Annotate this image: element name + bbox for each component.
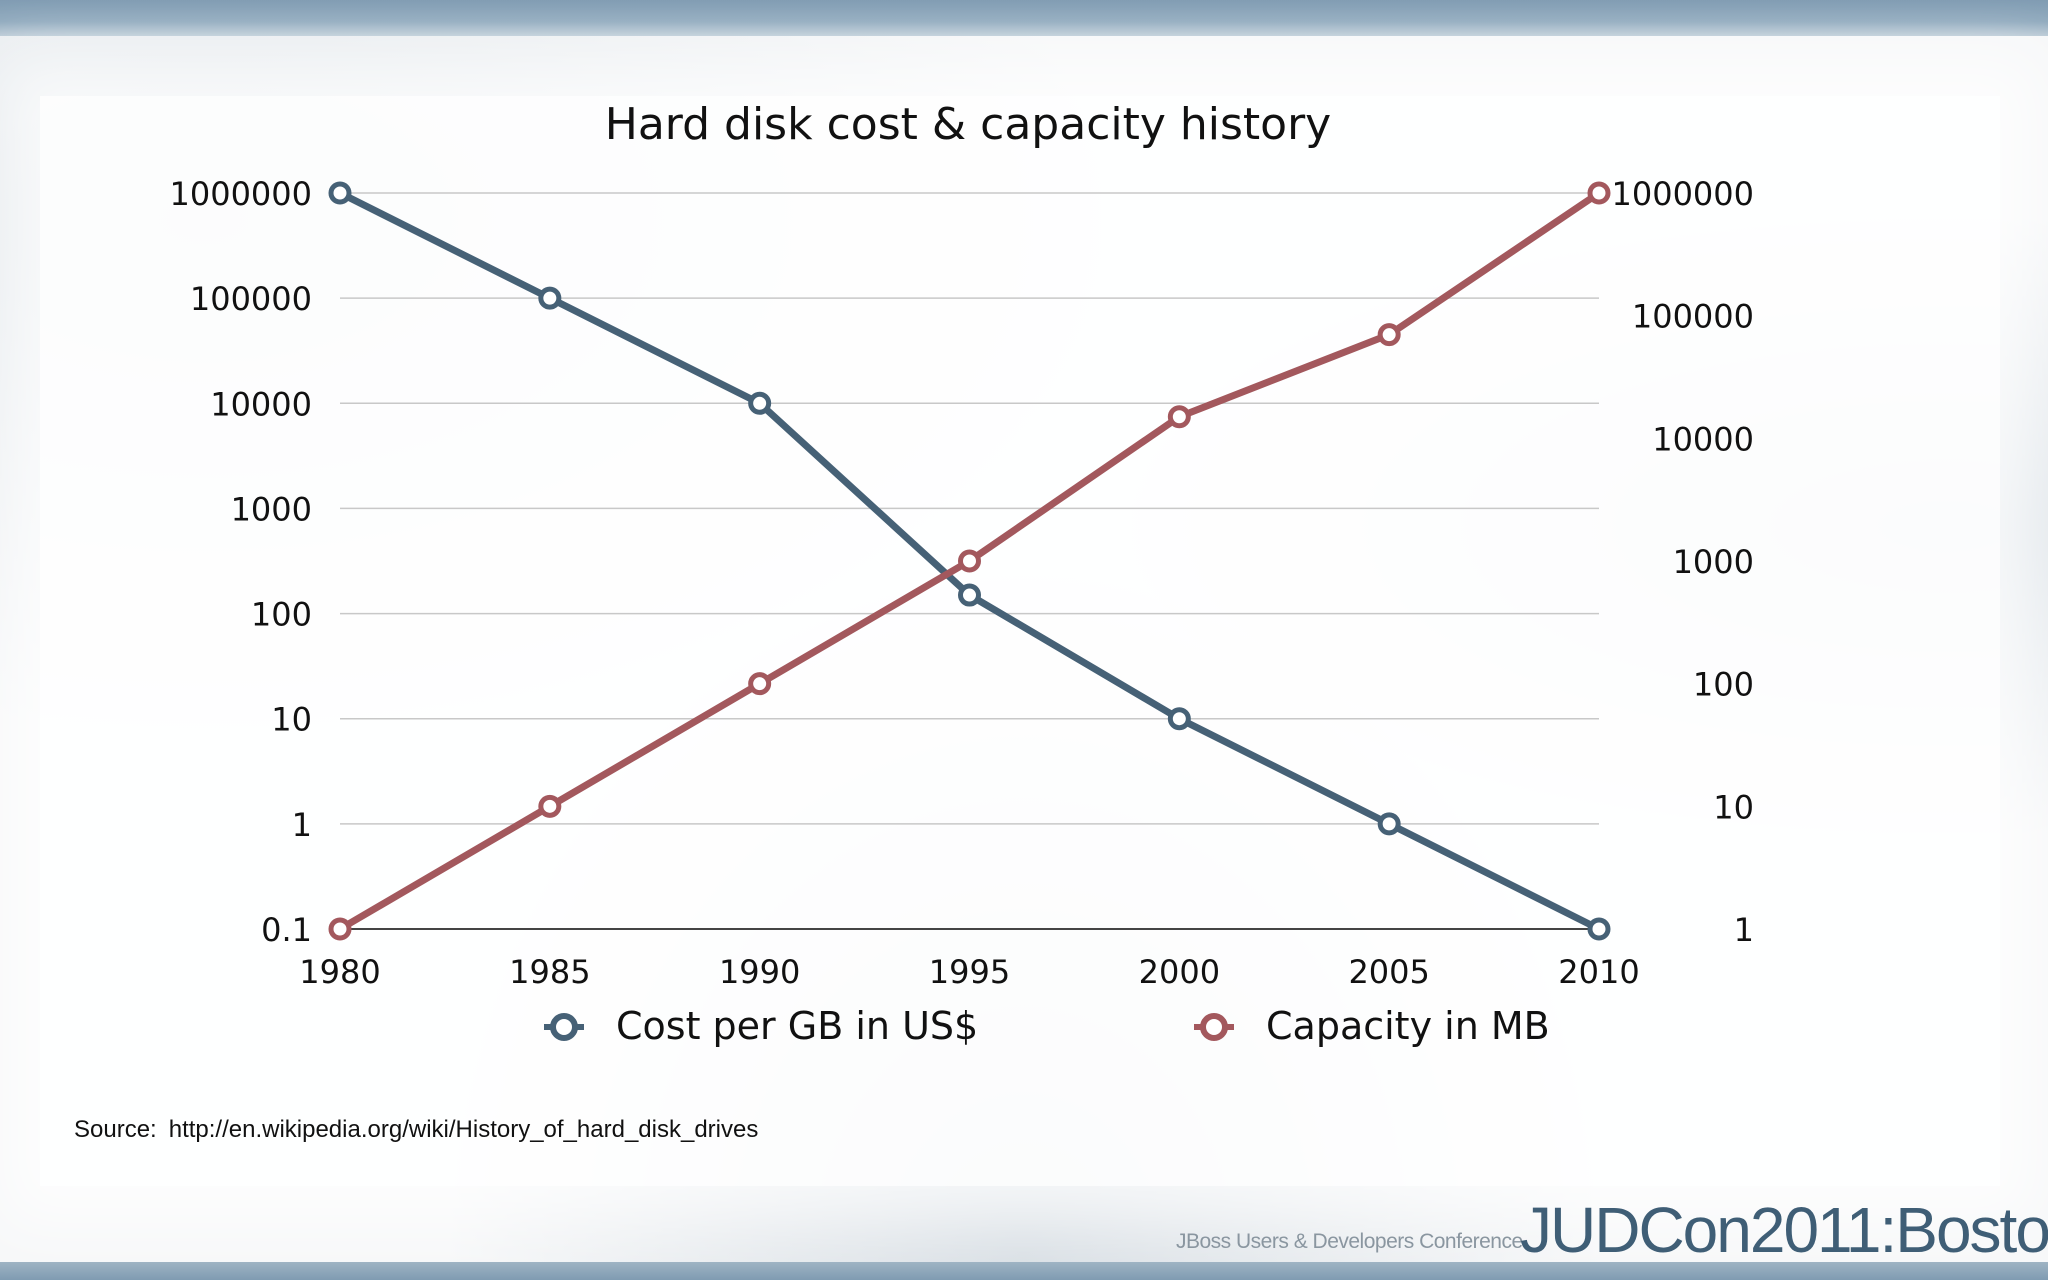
right-tick-label: 10 — [1713, 788, 1754, 826]
source-label: Source: — [74, 1116, 157, 1143]
data-point — [958, 549, 981, 573]
x-axis-ticks: 1980 1985 1990 1995 2000 2005 2010 — [299, 953, 1639, 991]
data-point — [1587, 917, 1611, 941]
data-point — [1167, 405, 1191, 429]
left-tick-label: 100 — [251, 596, 312, 634]
data-point — [748, 672, 772, 696]
slide-background — [0, 36, 2048, 1262]
series-layer — [328, 181, 1611, 941]
data-point — [1587, 181, 1611, 205]
judcon-logo: JUDCon2011:Boston — [1520, 1194, 2048, 1266]
x-tick-label: 2000 — [1139, 953, 1220, 991]
bottom-band — [0, 1262, 2048, 1280]
line-chart: Hard disk cost & capacity history 0.1110… — [169, 99, 1754, 1048]
data-point — [958, 583, 981, 607]
data-point — [328, 917, 352, 941]
right-tick-label: 1000 — [1673, 543, 1754, 581]
data-point — [1377, 323, 1401, 347]
left-tick-label: 1000 — [231, 490, 312, 528]
data-point — [748, 391, 772, 415]
legend: Cost per GB in US$ Capacity in MB — [544, 1004, 1550, 1048]
left-tick-label: 10 — [271, 701, 312, 739]
left-tick-label: 1000000 — [169, 175, 312, 213]
x-tick-label: 1990 — [719, 953, 800, 991]
left-tick-label: 10000 — [210, 385, 312, 423]
left-axis-ticks: 0.1 1 10 100 1000 10000 100000 1000000 — [169, 175, 312, 949]
data-point — [1377, 812, 1401, 836]
legend-label: Capacity in MB — [1266, 1004, 1550, 1048]
legend-label: Cost per GB in US$ — [616, 1004, 978, 1048]
data-point — [538, 794, 562, 818]
source-note: Source: http://en.wikipedia.org/wiki/Hist… — [74, 1116, 758, 1144]
right-tick-label: 10000 — [1652, 420, 1754, 458]
legend-marker — [1200, 1013, 1228, 1041]
chart-title: Hard disk cost & capacity history — [605, 99, 1331, 150]
right-tick-label: 100000 — [1632, 298, 1754, 336]
right-axis-ticks: 1 10 100 1000 10000 100000 1000000 — [1611, 175, 1754, 949]
legend-marker — [550, 1013, 578, 1041]
x-tick-label: 1980 — [299, 953, 380, 991]
right-tick-label: 100 — [1693, 666, 1754, 704]
data-point — [538, 286, 562, 310]
x-tick-label: 1995 — [929, 953, 1010, 991]
gridlines — [340, 192, 1599, 930]
left-tick-label: 1 — [292, 806, 312, 844]
left-tick-label: 100000 — [190, 280, 312, 318]
right-tick-label: 1000000 — [1611, 175, 1754, 213]
source-link[interactable]: http://en.wikipedia.org/wiki/History_of_… — [168, 1116, 759, 1143]
left-tick-label: 0.1 — [261, 911, 312, 949]
data-point — [328, 181, 352, 205]
x-tick-label: 1985 — [509, 953, 590, 991]
x-tick-label: 2010 — [1558, 953, 1639, 991]
x-tick-label: 2005 — [1348, 953, 1429, 991]
right-tick-label: 1 — [1734, 911, 1754, 949]
chart-panel — [40, 96, 2000, 1186]
data-point — [1167, 707, 1191, 731]
top-band — [0, 0, 2048, 36]
conference-subtitle: JBoss Users & Developers Conference — [1176, 1230, 1523, 1253]
